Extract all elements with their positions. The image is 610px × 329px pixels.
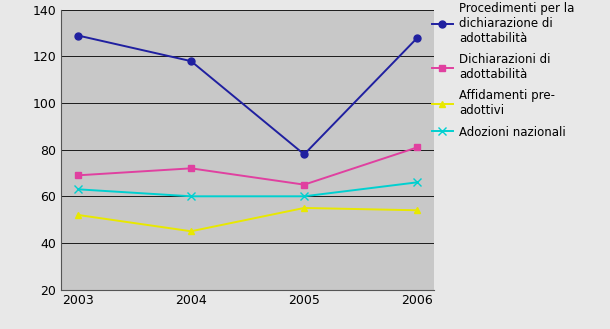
- Procedimenti per la
dichiarazione di
adottabilità: [74, 34, 82, 38]
- Affidamenti pre-
adottivi: [187, 229, 195, 233]
- Line: Affidamenti pre-
adottivi: Affidamenti pre- adottivi: [74, 205, 421, 235]
- Adozioni nazionali: [414, 180, 421, 184]
- Adozioni nazionali: [187, 194, 195, 198]
- Adozioni nazionali: [74, 187, 82, 191]
- Line: Dichiarazioni di
adottabilità: Dichiarazioni di adottabilità: [74, 144, 421, 188]
- Affidamenti pre-
adottivi: [74, 213, 82, 217]
- Dichiarazioni di
adottabilità: [187, 166, 195, 170]
- Affidamenti pre-
adottivi: [414, 208, 421, 212]
- Dichiarazioni di
adottabilità: [74, 173, 82, 177]
- Affidamenti pre-
adottivi: [301, 206, 308, 210]
- Line: Procedimenti per la
dichiarazione di
adottabilità: Procedimenti per la dichiarazione di ado…: [74, 32, 421, 158]
- Procedimenti per la
dichiarazione di
adottabilità: [187, 59, 195, 63]
- Dichiarazioni di
adottabilità: [414, 145, 421, 149]
- Dichiarazioni di
adottabilità: [301, 183, 308, 187]
- Adozioni nazionali: [301, 194, 308, 198]
- Procedimenti per la
dichiarazione di
adottabilità: [301, 152, 308, 156]
- Line: Adozioni nazionali: Adozioni nazionali: [74, 178, 422, 200]
- Procedimenti per la
dichiarazione di
adottabilità: [414, 36, 421, 40]
- Legend: Procedimenti per la
dichiarazione di
adottabilità, Dichiarazioni di
adottabilità: Procedimenti per la dichiarazione di ado…: [432, 2, 574, 139]
